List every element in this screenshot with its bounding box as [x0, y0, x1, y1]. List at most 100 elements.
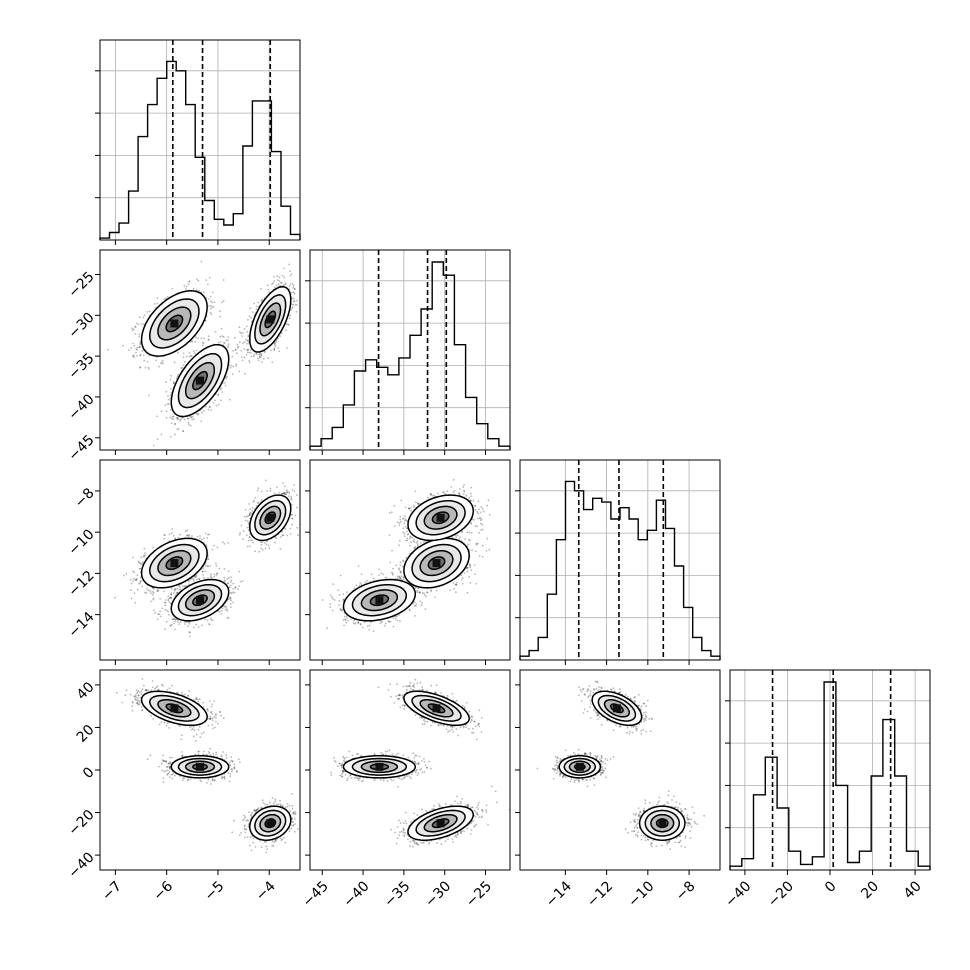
scatter-point — [247, 318, 249, 321]
scatter-point — [197, 337, 199, 340]
scatter-point — [210, 576, 213, 579]
scatter-point — [220, 387, 223, 390]
scatter-point — [135, 351, 137, 354]
scatter-point — [133, 356, 136, 359]
scatter-point — [250, 355, 253, 358]
scatter-point — [146, 361, 149, 363]
scatter-point — [210, 573, 212, 575]
scatter-point — [273, 276, 275, 278]
scatter-point — [142, 316, 145, 319]
scatter-point — [183, 623, 186, 625]
scatter-point — [179, 586, 181, 588]
scatter-point — [256, 357, 259, 360]
scatter-point — [184, 530, 187, 533]
scatter-point — [206, 565, 209, 567]
scatter-point — [134, 325, 137, 328]
scatter-point — [174, 537, 177, 539]
scatter-point — [200, 337, 203, 340]
scatter-point — [236, 343, 239, 346]
scatter-point — [172, 381, 175, 383]
scatter-point — [251, 311, 254, 314]
scatter-point — [193, 352, 196, 354]
scatter-point — [129, 578, 132, 581]
scatter-point — [148, 354, 151, 357]
scatter-point — [168, 533, 171, 536]
scatter-point — [157, 613, 160, 616]
scatter-point — [183, 418, 186, 421]
scatter-point — [279, 335, 281, 338]
scatter-point — [301, 286, 303, 288]
scatter-point — [284, 282, 287, 285]
scatter-point — [157, 589, 160, 592]
scatter-point — [240, 332, 243, 334]
scatter-point — [246, 330, 249, 333]
scatter-point — [289, 283, 292, 285]
scatter-point — [276, 279, 279, 281]
scatter-point — [284, 283, 286, 286]
scatter-point — [176, 587, 179, 590]
scatter-point — [210, 313, 213, 316]
scatter-point — [176, 428, 179, 431]
scatter-point — [152, 598, 155, 601]
scatter-point — [171, 287, 174, 290]
scatter-point — [204, 319, 207, 322]
scatter-point — [293, 287, 296, 290]
scatter-point — [169, 397, 172, 399]
scatter-point — [203, 576, 205, 579]
scatter-point — [179, 588, 182, 591]
scatter-point — [282, 284, 285, 287]
scatter-point — [176, 591, 178, 594]
scatter-point — [151, 594, 154, 596]
scatter-point — [170, 587, 173, 590]
scatter-point — [215, 564, 218, 567]
scatter-point — [245, 339, 247, 341]
scatter-point — [283, 276, 286, 279]
scatter-point — [227, 598, 230, 601]
scatter-point — [139, 366, 142, 368]
scatter-point — [253, 353, 256, 356]
scatter-point — [229, 576, 232, 579]
scatter-point — [217, 394, 219, 397]
scatter-point — [215, 562, 217, 565]
scatter-point — [290, 291, 293, 294]
scatter-point — [247, 348, 250, 351]
scatter-point — [196, 578, 199, 581]
scatter-point — [277, 283, 280, 286]
scatter-point — [191, 340, 194, 343]
scatter-point — [178, 584, 180, 587]
scatter-point — [292, 286, 295, 289]
scatter-point — [134, 578, 137, 581]
scatter-point — [285, 329, 288, 332]
scatter-point — [261, 361, 263, 363]
scatter-point — [145, 592, 148, 594]
scatter-point — [217, 341, 220, 344]
scatter-point — [153, 609, 156, 612]
scatter-point — [206, 619, 209, 622]
scatter-point — [210, 577, 213, 580]
scatter-point — [223, 605, 226, 607]
scatter-point — [234, 349, 237, 351]
scatter-point — [133, 328, 135, 331]
scatter-point — [164, 628, 167, 631]
scatter-point — [183, 360, 186, 363]
scatter-point — [177, 621, 180, 623]
scatter-point — [188, 533, 191, 536]
scatter-point — [193, 580, 195, 582]
scatter-point — [229, 597, 232, 600]
scatter-point — [212, 291, 214, 294]
scatter-point — [170, 596, 173, 599]
scatter-point — [167, 398, 170, 401]
scatter-point — [182, 430, 185, 433]
scatter-point — [156, 302, 159, 305]
scatter-point — [255, 305, 258, 308]
scatter-point — [188, 621, 191, 623]
scatter-point — [195, 574, 197, 577]
scatter-point — [207, 408, 210, 411]
scatter-point — [166, 295, 169, 298]
scatter-point — [286, 347, 289, 349]
scatter-point — [172, 618, 175, 621]
scatter-point — [241, 356, 243, 358]
scatter-point — [273, 286, 276, 289]
scatter-point — [204, 570, 207, 573]
scatter-point — [258, 353, 261, 356]
